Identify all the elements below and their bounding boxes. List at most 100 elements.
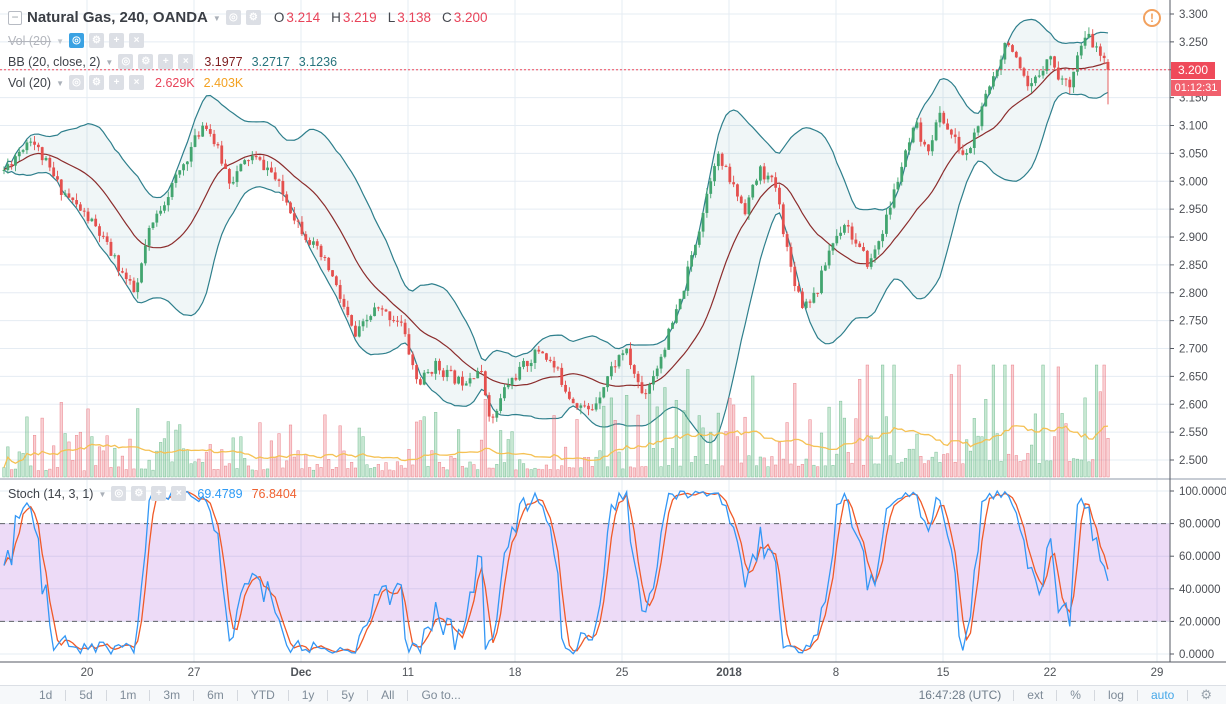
candle-body bbox=[575, 403, 579, 408]
auto-scale-toggle[interactable]: auto bbox=[1150, 688, 1175, 702]
volume-bar bbox=[1068, 461, 1072, 478]
candle-body bbox=[858, 243, 862, 248]
range-ytd-button[interactable]: YTD bbox=[250, 688, 275, 702]
axis-tick-label: 80.0000 bbox=[1179, 519, 1221, 531]
range-1d-button[interactable]: 1d bbox=[39, 688, 53, 702]
candle-body bbox=[312, 241, 315, 245]
indicator-title[interactable]: BB (20, close, 2) bbox=[8, 54, 101, 69]
volume-bar bbox=[980, 436, 984, 478]
candle-body bbox=[800, 291, 804, 308]
go-to-button[interactable]: Go to... bbox=[421, 688, 461, 702]
indicator-title[interactable]: Vol (20) bbox=[8, 33, 52, 48]
volume-bar bbox=[900, 461, 904, 478]
close-icon[interactable]: × bbox=[129, 75, 145, 90]
alert-warning-icon[interactable]: ! bbox=[1143, 9, 1161, 27]
close-icon[interactable]: × bbox=[171, 486, 187, 501]
volume-bar bbox=[865, 364, 869, 478]
volume-bar bbox=[842, 417, 846, 478]
candle-body bbox=[564, 384, 567, 392]
divider bbox=[407, 689, 409, 701]
range-1m-button[interactable]: 1m bbox=[119, 688, 137, 702]
candle-body bbox=[117, 255, 121, 272]
gear-icon[interactable]: ⚙ bbox=[138, 54, 154, 69]
volume-bar bbox=[724, 431, 728, 478]
volume-bar bbox=[743, 416, 747, 478]
candle-body bbox=[991, 76, 995, 87]
volume-bar bbox=[224, 465, 228, 478]
close-icon[interactable]: × bbox=[129, 33, 145, 48]
range-5d-button[interactable]: 5d bbox=[79, 688, 93, 702]
candle-body bbox=[1011, 45, 1014, 52]
plus-icon[interactable]: + bbox=[151, 486, 167, 501]
x-axis-label: 22 bbox=[1043, 667, 1057, 679]
volume-bar bbox=[518, 459, 522, 478]
volume-bar bbox=[441, 467, 445, 478]
candle-body bbox=[980, 106, 984, 127]
range-all-button[interactable]: All bbox=[381, 688, 395, 702]
ext-hours-toggle[interactable]: ext bbox=[1027, 688, 1044, 702]
candle-body bbox=[499, 398, 503, 411]
volume-bar bbox=[926, 460, 931, 478]
gear-icon[interactable]: ⚙ bbox=[89, 33, 105, 48]
chevron-down-icon[interactable]: ▼ bbox=[98, 490, 107, 499]
symbol-legend-row: − Natural Gas, 240, OANDA ▼ ◎ ⚙ O 3.214 H… bbox=[8, 5, 488, 30]
volume-bar bbox=[800, 464, 804, 478]
candle-body bbox=[25, 142, 29, 151]
chart-canvas[interactable]: 3.3003.2503.2003.1503.1003.0503.0002.950… bbox=[0, 0, 1226, 663]
candle-body bbox=[2, 169, 6, 171]
chevron-down-icon[interactable]: ▼ bbox=[105, 58, 114, 67]
volume-bar bbox=[487, 467, 491, 478]
candle-body bbox=[308, 240, 312, 245]
gear-icon[interactable]: ⚙ bbox=[131, 486, 147, 501]
plus-icon[interactable]: + bbox=[109, 33, 125, 48]
candle-body bbox=[682, 290, 686, 299]
percent-scale-toggle[interactable]: % bbox=[1070, 688, 1081, 702]
x-axis-label: 2018 bbox=[716, 667, 742, 679]
chevron-down-icon[interactable]: ▼ bbox=[212, 14, 221, 23]
range-5y-button[interactable]: 5y bbox=[341, 688, 355, 702]
log-scale-toggle[interactable]: log bbox=[1107, 688, 1124, 702]
indicator-title[interactable]: Stoch (14, 3, 1) bbox=[8, 486, 94, 501]
eye-icon[interactable]: ◎ bbox=[69, 33, 85, 48]
volume-bar bbox=[415, 421, 419, 478]
eye-icon[interactable]: ◎ bbox=[69, 75, 85, 90]
close-icon[interactable]: × bbox=[178, 54, 194, 69]
candle-body bbox=[942, 112, 946, 124]
time-axis[interactable]: 20 27 Dec 11 18 25 2018 8 15 22 29 bbox=[0, 663, 1226, 685]
candle-body bbox=[331, 270, 334, 277]
gear-icon[interactable]: ⚙ bbox=[1200, 687, 1212, 702]
candle-body bbox=[415, 365, 418, 380]
volume-bar bbox=[292, 456, 296, 478]
range-1y-button[interactable]: 1y bbox=[301, 688, 315, 702]
gear-icon[interactable]: ⚙ bbox=[89, 75, 105, 90]
x-axis-label: 18 bbox=[508, 667, 522, 679]
candle-body bbox=[365, 319, 369, 322]
plus-icon[interactable]: + bbox=[109, 75, 125, 90]
range-3m-button[interactable]: 3m bbox=[163, 688, 181, 702]
symbol-title[interactable]: Natural Gas, 240, OANDA bbox=[27, 9, 208, 26]
eye-icon[interactable]: ◎ bbox=[118, 54, 134, 69]
candle-body bbox=[835, 235, 839, 244]
candle-body bbox=[701, 212, 705, 232]
chevron-down-icon[interactable]: ▼ bbox=[56, 79, 65, 88]
clock-utc[interactable]: 16:47:28 (UTC) bbox=[918, 688, 1002, 702]
candle-body bbox=[1030, 83, 1033, 87]
candle-body bbox=[33, 141, 36, 145]
range-6m-button[interactable]: 6m bbox=[207, 688, 224, 702]
collapse-pane-icon[interactable]: − bbox=[8, 10, 22, 25]
volume-bar bbox=[946, 453, 950, 478]
eye-icon[interactable]: ◎ bbox=[111, 486, 127, 501]
candle-body bbox=[147, 228, 151, 246]
candle-body bbox=[247, 160, 250, 162]
chevron-down-icon[interactable]: ▼ bbox=[56, 37, 65, 46]
volume-bar bbox=[529, 469, 533, 478]
candle-body bbox=[373, 307, 376, 317]
indicator-title[interactable]: Vol (20) bbox=[8, 75, 52, 90]
candle-body bbox=[342, 298, 346, 307]
divider bbox=[1093, 689, 1095, 701]
gear-icon[interactable]: ⚙ bbox=[245, 10, 261, 25]
candle-body bbox=[644, 393, 648, 395]
eye-icon[interactable]: ◎ bbox=[225, 10, 241, 25]
divider bbox=[65, 689, 67, 701]
plus-icon[interactable]: + bbox=[158, 54, 174, 69]
